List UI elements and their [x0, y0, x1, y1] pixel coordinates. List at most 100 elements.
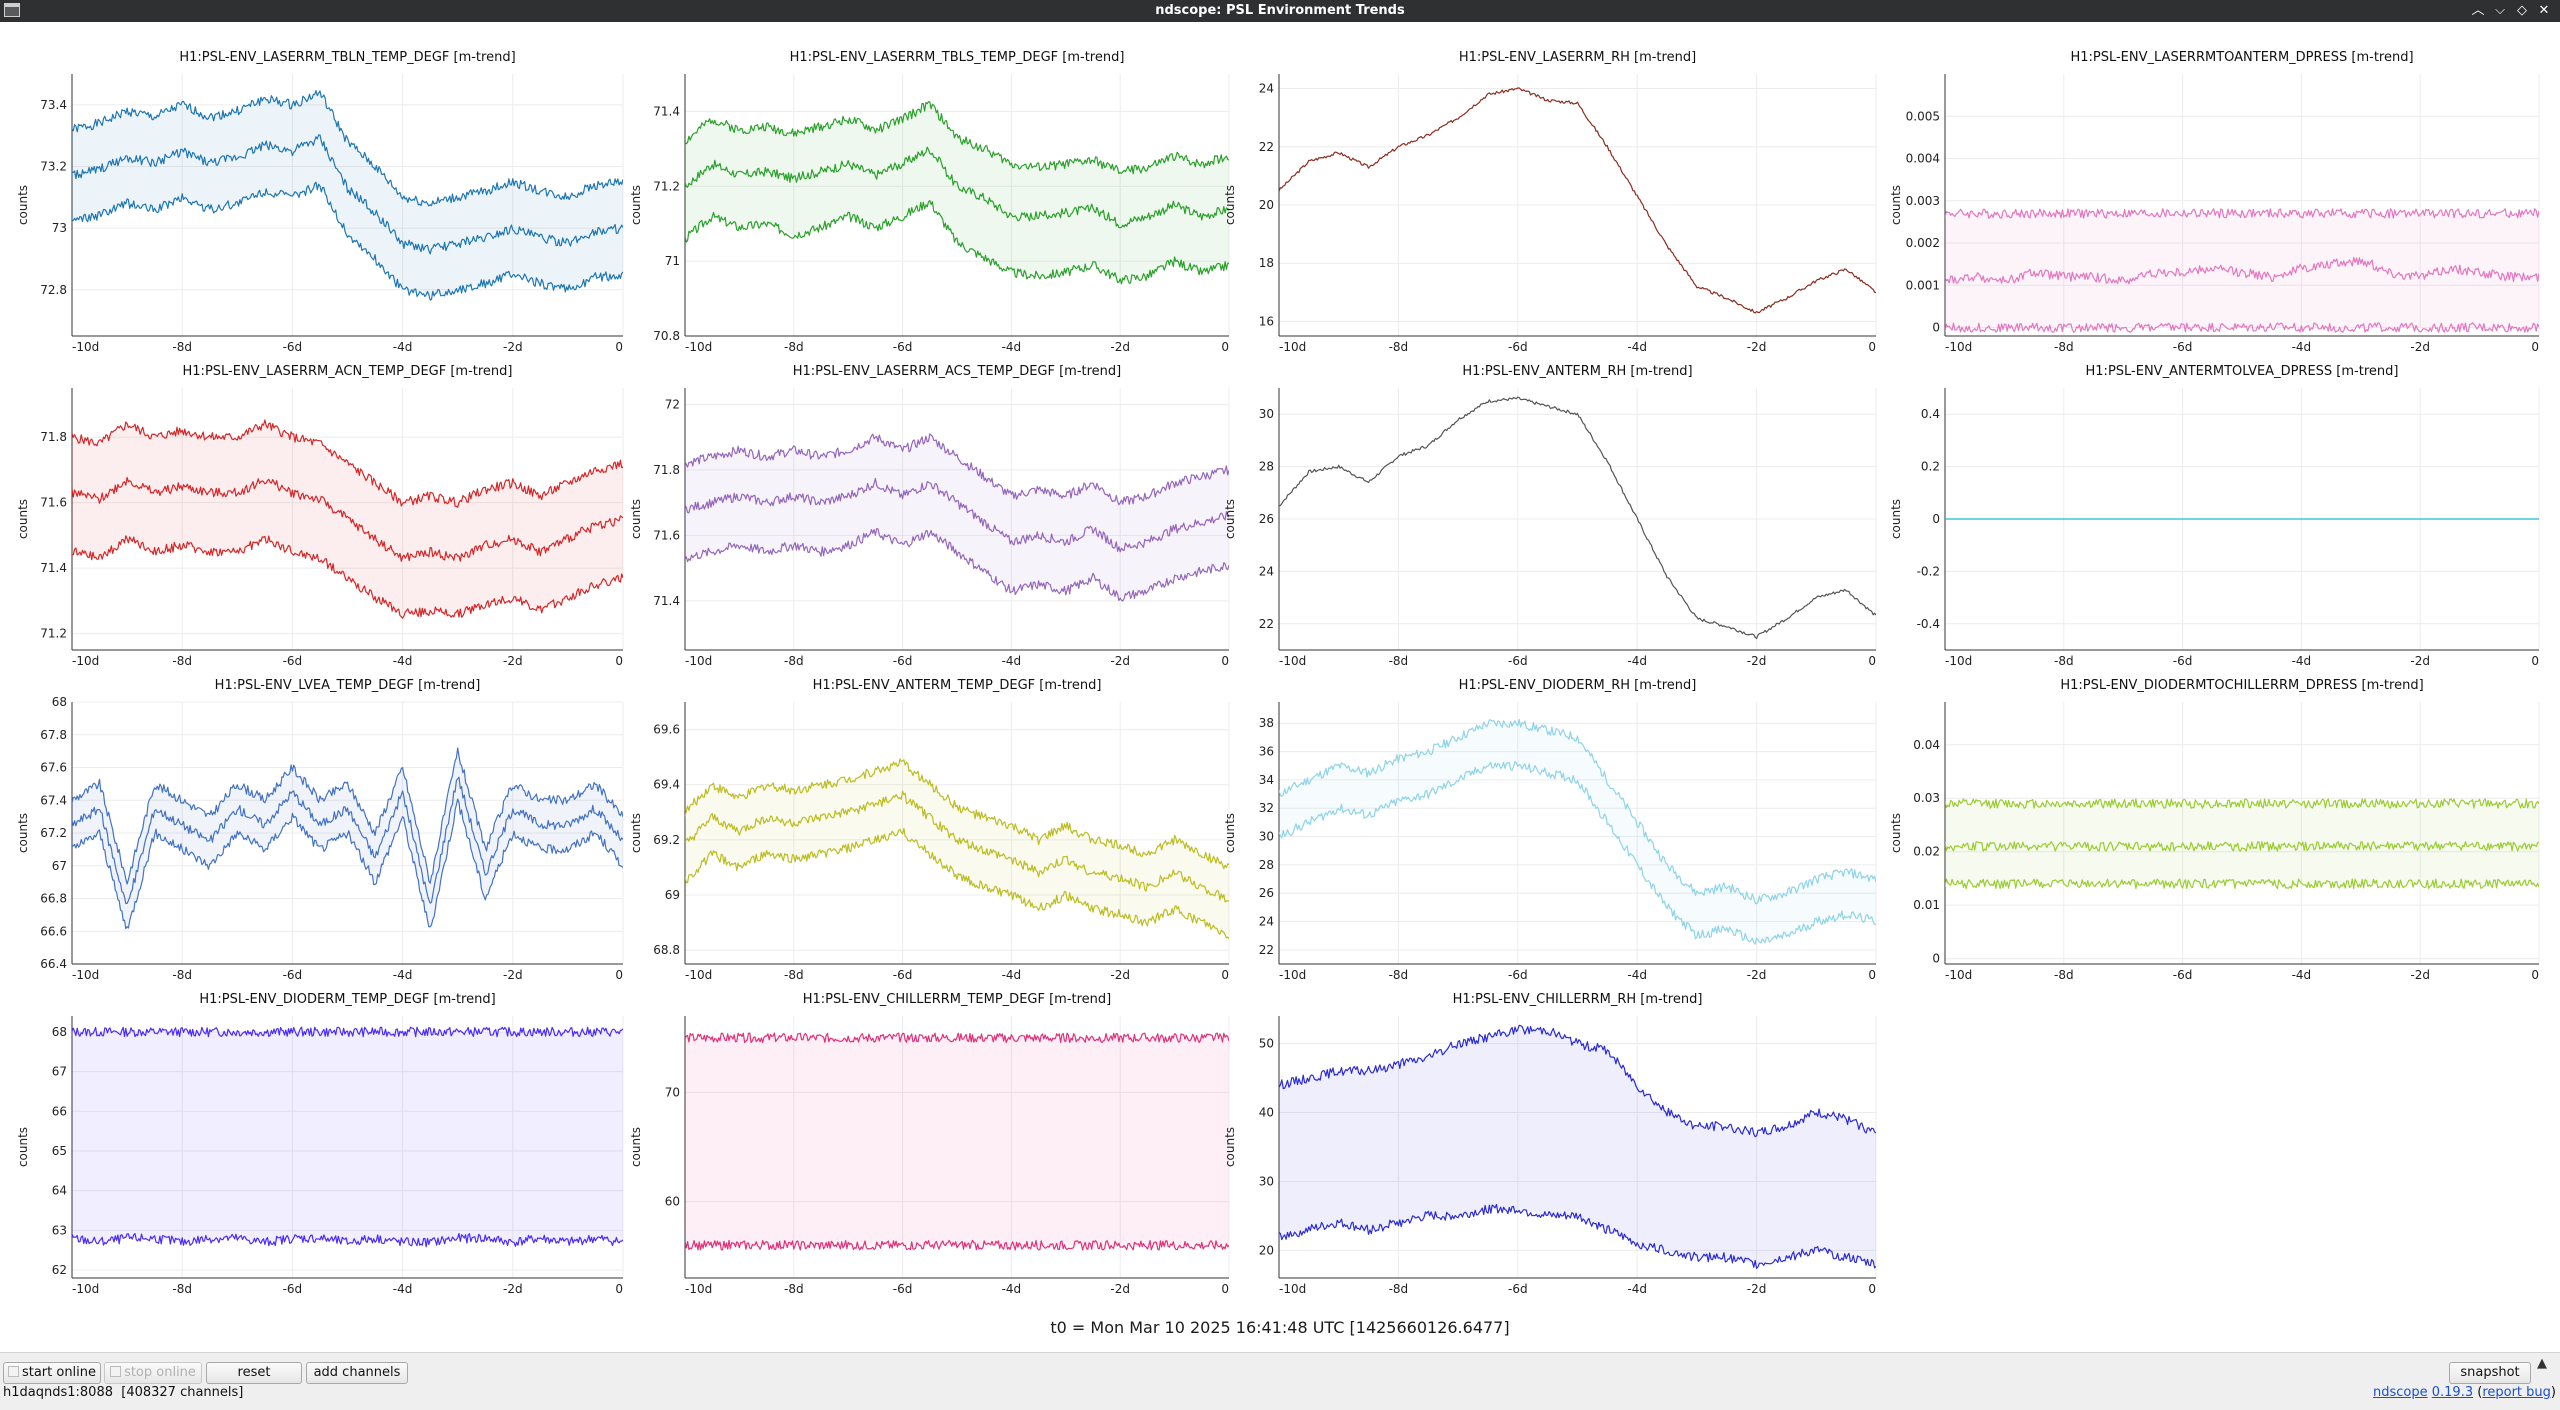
- series-band: [1945, 803, 2539, 884]
- y-tick-label: 71.4: [40, 561, 67, 575]
- x-tick-label: -2d: [503, 1282, 523, 1296]
- series-line-max: [1945, 798, 2539, 809]
- snapshot-button[interactable]: snapshot: [2449, 1362, 2531, 1384]
- y-tick-label: 67.8: [40, 728, 67, 742]
- plots-canvas: H1:PSL-ENV_LASERRM_TBLN_TEMP_DEGF [m-tre…: [16, 50, 2540, 1296]
- t0-label: t0 = Mon Mar 10 2025 16:41:48 UTC [14256…: [1050, 1318, 1510, 1337]
- close-icon[interactable]: ✕: [2538, 3, 2550, 18]
- y-tick-label: 0.003: [1906, 194, 1940, 208]
- chart-5[interactable]: H1:PSL-ENV_LASERRM_ACN_TEMP_DEGF [m-tren…: [16, 364, 624, 668]
- restore-icon[interactable]: ⌵: [2495, 3, 2505, 18]
- series-line-max: [72, 89, 623, 207]
- reset-label: reset: [237, 1365, 271, 1380]
- y-tick-label: 72.8: [40, 283, 67, 297]
- x-tick-label: -4d: [1627, 340, 1647, 354]
- x-tick-label: -6d: [1508, 968, 1528, 982]
- chart-4[interactable]: H1:PSL-ENV_LASERRMTOANTERM_DPRESS [m-tre…: [1889, 50, 2540, 354]
- y-axis-label: counts: [629, 499, 643, 539]
- series-line-mean: [685, 146, 1229, 229]
- y-tick-label: 66.4: [40, 957, 67, 971]
- version-link[interactable]: 0.19.3: [2431, 1385, 2474, 1400]
- y-tick-label: 71: [665, 254, 680, 268]
- x-tick-label: -8d: [1389, 340, 1409, 354]
- report-bug-link[interactable]: report bug: [2482, 1385, 2551, 1400]
- y-tick-label: 66.8: [40, 892, 67, 906]
- x-tick-label: -6d: [1508, 654, 1528, 668]
- expand-up-icon[interactable]: ▲: [2537, 1356, 2547, 1371]
- y-axis-label: counts: [16, 813, 30, 853]
- x-tick-label: -8d: [172, 340, 192, 354]
- series-line-min: [72, 181, 623, 301]
- x-tick-label: 0: [1221, 340, 1229, 354]
- stop-online-button[interactable]: stop online: [104, 1362, 202, 1384]
- series-line-max: [1279, 718, 1876, 905]
- series-group: [72, 747, 623, 932]
- reset-button[interactable]: reset: [206, 1362, 302, 1384]
- maximize-icon[interactable]: ◇: [2517, 3, 2527, 18]
- x-tick-label: -8d: [1389, 1282, 1409, 1296]
- window-title: ndscope: PSL Environment Trends: [1155, 3, 1405, 18]
- x-tick-label: 0: [1868, 340, 1876, 354]
- series-line-min: [685, 199, 1229, 285]
- chart-8[interactable]: H1:PSL-ENV_ANTERMTOLVEA_DPRESS [m-trend]…: [1889, 364, 2540, 668]
- x-tick-label: 0: [615, 968, 623, 982]
- y-axis-label: counts: [1223, 499, 1237, 539]
- chart-6[interactable]: H1:PSL-ENV_LASERRM_ACS_TEMP_DEGF [m-tren…: [629, 364, 1230, 668]
- y-tick-label: 71.8: [653, 463, 680, 477]
- chart-12[interactable]: H1:PSL-ENV_DIODERMTOCHILLERRM_DPRESS [m-…: [1889, 678, 2540, 982]
- x-tick-label: -10d: [72, 968, 99, 982]
- y-tick-label: 20: [1259, 198, 1274, 212]
- x-tick-label: 0: [1868, 654, 1876, 668]
- ndscope-link[interactable]: ndscope: [2372, 1385, 2428, 1400]
- x-tick-label: -2d: [1747, 1282, 1767, 1296]
- series-line-min: [1945, 322, 2539, 333]
- chart-11[interactable]: H1:PSL-ENV_DIODERM_RH [m-trend] -10d -8d -6…: [1223, 678, 1877, 982]
- x-tick-label: -6d: [283, 340, 303, 354]
- add-channels-button[interactable]: add channels: [306, 1362, 408, 1384]
- y-tick-label: 24: [1259, 915, 1274, 929]
- x-tick-label: -6d: [283, 654, 303, 668]
- x-tick-label: 0: [615, 340, 623, 354]
- button-bar: start online stop online reset add chann…: [0, 1352, 2560, 1410]
- x-tick-label: -8d: [172, 654, 192, 668]
- series-line-max: [1279, 1024, 1876, 1138]
- y-tick-label: 26: [1259, 512, 1274, 526]
- series-group: [1279, 87, 1876, 314]
- y-tick-label: 69.2: [653, 833, 680, 847]
- chart-10[interactable]: H1:PSL-ENV_ANTERM_TEMP_DEGF [m-trend] -10…: [629, 678, 1230, 982]
- y-axis-label: counts: [1889, 813, 1903, 853]
- series-line-max: [685, 100, 1229, 175]
- chart-14[interactable]: H1:PSL-ENV_CHILLERRM_TEMP_DEGF [m-trend]…: [629, 992, 1230, 1296]
- chart-title: H1:PSL-ENV_DIODERMTOCHILLERRM_DPRESS [m-…: [2060, 678, 2423, 693]
- y-tick-label: 36: [1259, 745, 1274, 759]
- series-line-mean: [1279, 87, 1876, 314]
- chart-3[interactable]: H1:PSL-ENV_LASERRM_RH [m-trend] -10d -8d -6…: [1223, 50, 1877, 354]
- x-tick-label: -10d: [72, 1282, 99, 1296]
- chart-7[interactable]: H1:PSL-ENV_ANTERM_RH [m-trend] -10d -8d -6d…: [1223, 364, 1877, 668]
- series-line-min: [72, 1232, 623, 1248]
- y-tick-label: 32: [1259, 801, 1274, 815]
- y-tick-label: 0: [1932, 512, 1940, 526]
- series-line-mean: [1279, 396, 1876, 640]
- chart-1[interactable]: H1:PSL-ENV_LASERRM_TBLN_TEMP_DEGF [m-tre…: [16, 50, 624, 354]
- chevron-up-icon[interactable]: ︿: [2471, 3, 2485, 18]
- start-online-button[interactable]: start online: [3, 1362, 101, 1384]
- series-line-mean: [685, 477, 1229, 553]
- chart-13[interactable]: H1:PSL-ENV_DIODERM_TEMP_DEGF [m-trend] -1…: [16, 992, 624, 1296]
- chart-15[interactable]: H1:PSL-ENV_CHILLERRM_RH [m-trend] -10d -8d…: [1223, 992, 1877, 1296]
- y-tick-label: 30: [1259, 830, 1274, 844]
- chart-title: H1:PSL-ENV_CHILLERRM_TEMP_DEGF [m-trend]: [803, 992, 1111, 1007]
- y-tick-label: 18: [1259, 256, 1274, 270]
- x-tick-label: -8d: [2054, 968, 2074, 982]
- series-line-max: [72, 1026, 623, 1038]
- series-group: [72, 419, 623, 619]
- chart-9[interactable]: H1:PSL-ENV_LVEA_TEMP_DEGF [m-trend] -10d -…: [16, 678, 624, 982]
- x-tick-label: 0: [615, 1282, 623, 1296]
- y-tick-label: 69.6: [653, 723, 680, 737]
- chart-2[interactable]: H1:PSL-ENV_LASERRM_TBLS_TEMP_DEGF [m-tre…: [629, 50, 1230, 354]
- y-tick-label: 28: [1259, 858, 1274, 872]
- y-tick-label: 30: [1259, 407, 1274, 421]
- y-tick-label: 0.01: [1913, 898, 1940, 912]
- y-tick-label: 72: [665, 397, 680, 411]
- chart-title: H1:PSL-ENV_LASERRM_TBLN_TEMP_DEGF [m-tre…: [179, 50, 515, 65]
